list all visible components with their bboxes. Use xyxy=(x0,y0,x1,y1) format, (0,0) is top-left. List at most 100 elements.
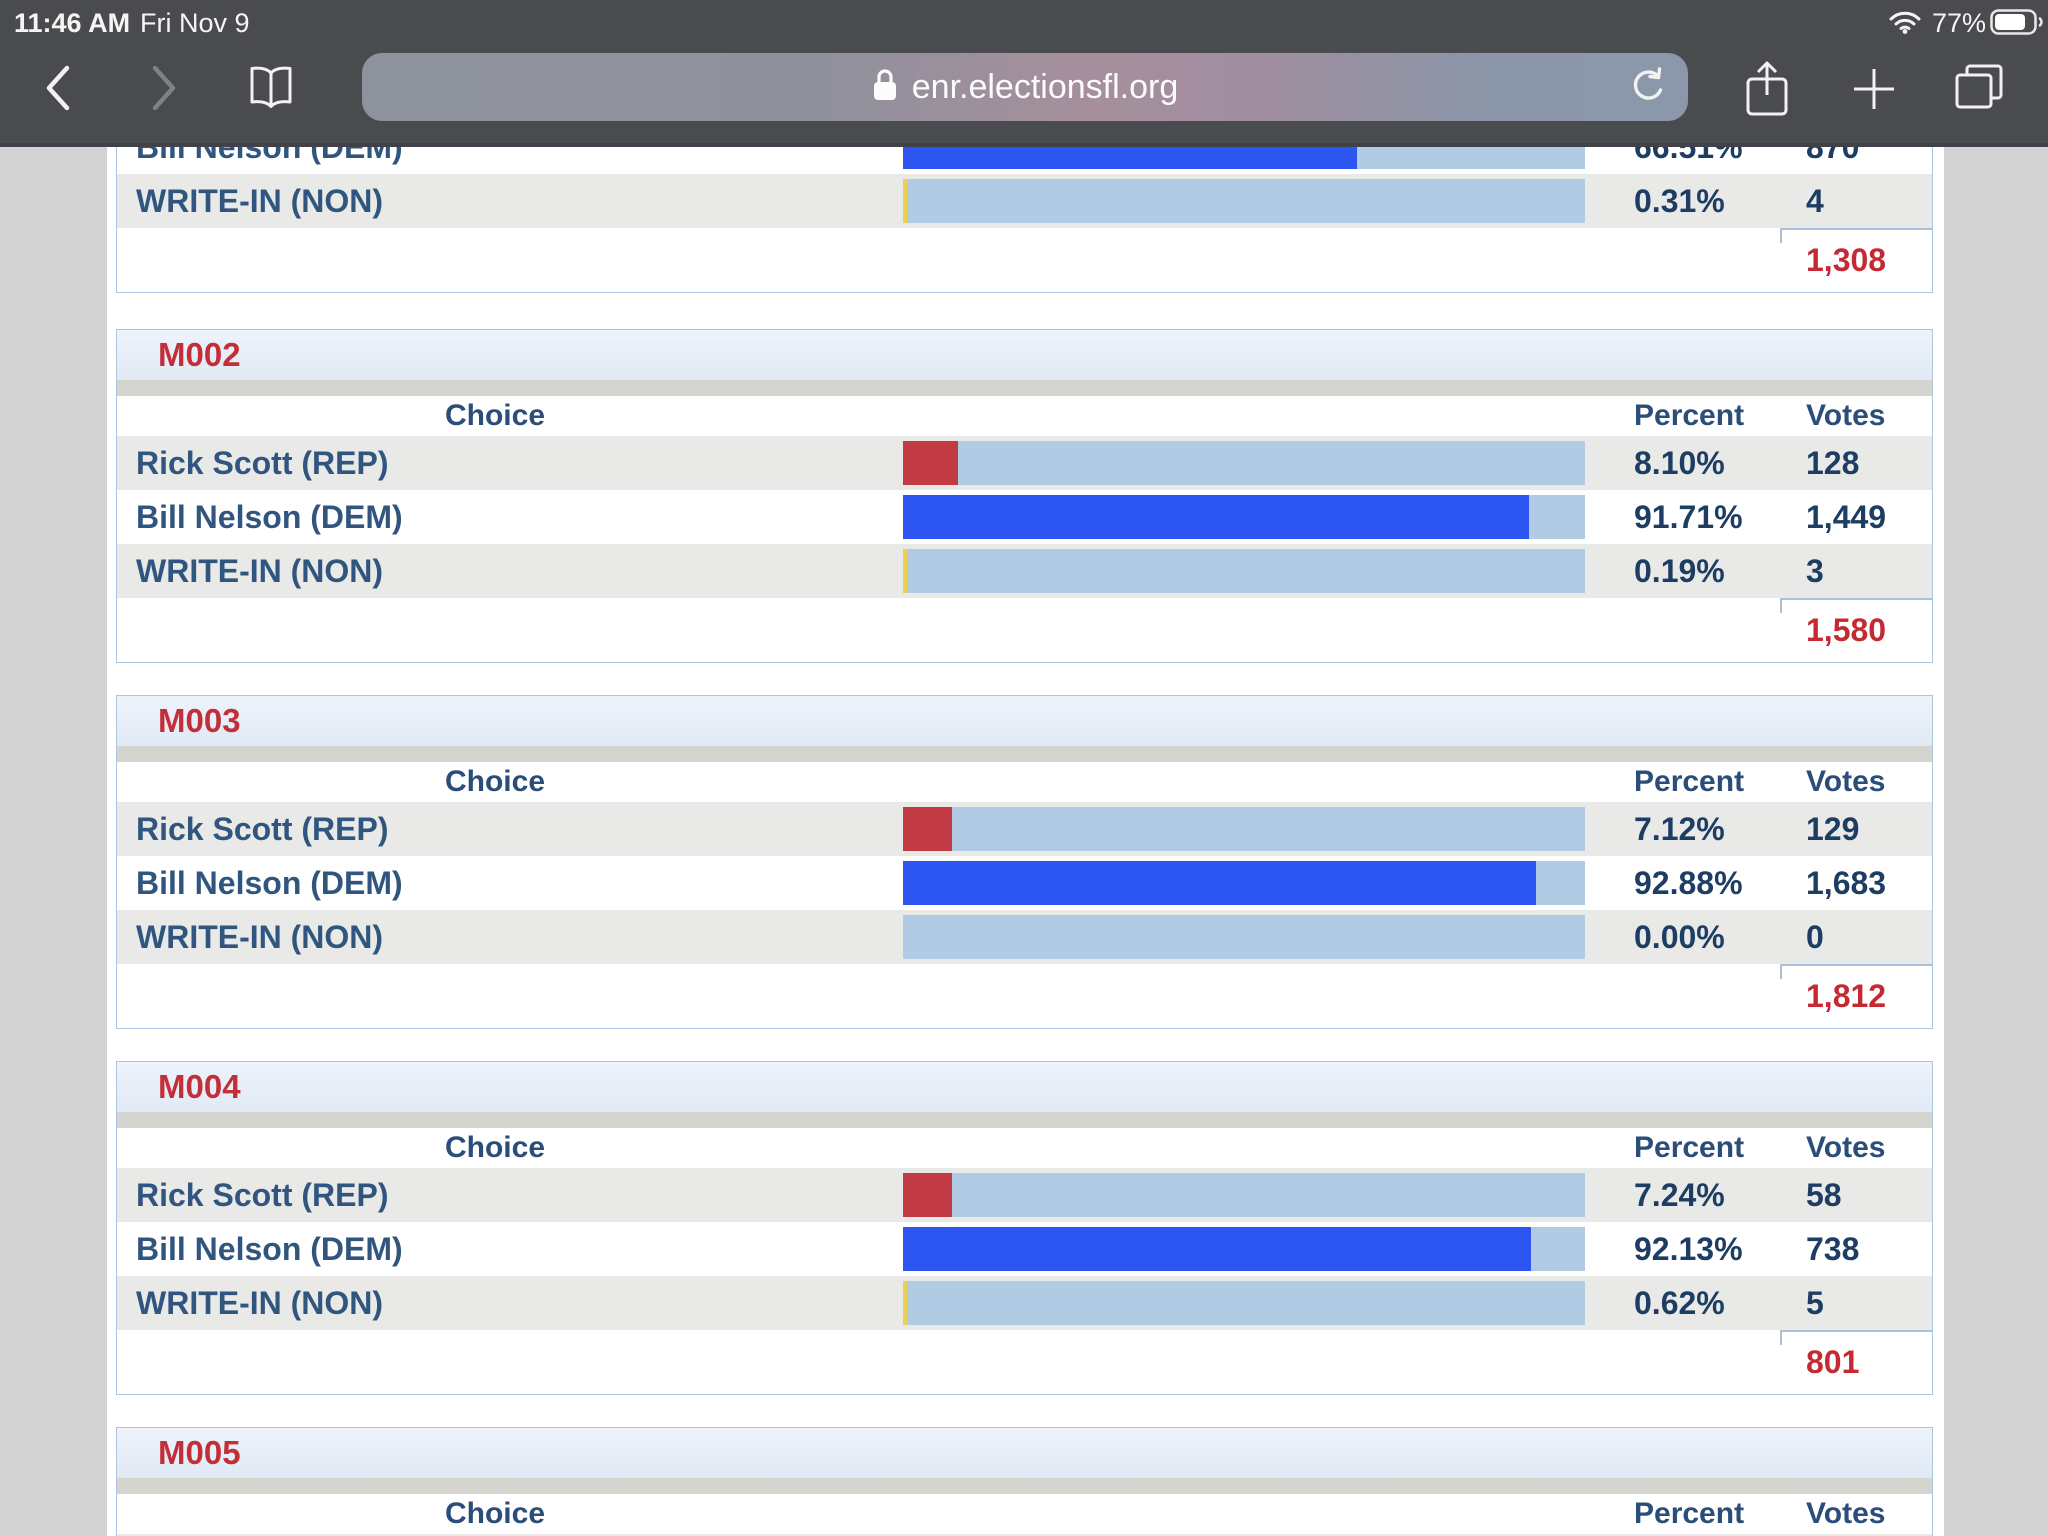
total-votes: 1,308 xyxy=(1806,242,1887,278)
column-header-choice: Choice xyxy=(444,399,546,432)
percent-value: 7.24% xyxy=(1634,1177,1725,1213)
total-row: 801 xyxy=(117,1330,1932,1394)
result-bar-rep xyxy=(903,807,952,851)
url-text: enr.electionsfl.org xyxy=(911,67,1179,106)
lock-icon xyxy=(872,68,898,107)
precinct-header: M002 xyxy=(117,330,1932,380)
percent-value: 91.71% xyxy=(1634,499,1743,535)
new-tab-icon[interactable] xyxy=(1851,66,1897,112)
column-header-percent: Percent xyxy=(1634,765,1745,798)
percent-value: 0.00% xyxy=(1634,919,1725,955)
result-bar-dem xyxy=(903,1227,1532,1271)
total-row: 1,308 xyxy=(117,228,1932,292)
page-right-margin xyxy=(1944,147,2048,1536)
back-button[interactable] xyxy=(44,64,72,112)
page-left-margin xyxy=(0,147,107,1536)
total-cell: 1,812 xyxy=(1780,964,1932,1030)
reload-button[interactable] xyxy=(1628,67,1668,107)
total-cell: 801 xyxy=(1780,1330,1932,1396)
share-icon[interactable] xyxy=(1744,60,1790,118)
total-cell: 1,580 xyxy=(1780,598,1932,664)
percent-value: 0.19% xyxy=(1634,553,1725,589)
total-cell: 1,308 xyxy=(1780,228,1932,294)
precinct-table-m005: M005 Choice Percent Votes xyxy=(116,1427,1933,1536)
total-votes: 1,812 xyxy=(1806,978,1887,1014)
votes-value: 1,683 xyxy=(1806,865,1887,901)
url-bar[interactable]: enr.electionsfl.org xyxy=(362,53,1688,121)
result-bar-track xyxy=(903,495,1585,539)
votes-value: 0 xyxy=(1806,919,1824,955)
result-row: WRITE-IN (NON) 0.31% 4 xyxy=(117,174,1932,228)
candidate-label: Rick Scott (REP) xyxy=(136,811,389,847)
total-votes: 1,580 xyxy=(1806,612,1887,648)
result-row: Rick Scott (REP) 7.24% 58 xyxy=(117,1168,1932,1222)
result-bar-track xyxy=(903,807,1585,851)
result-bar-track xyxy=(903,179,1585,223)
result-bar-track xyxy=(903,861,1585,905)
results-page: Bill Nelson (DEM) 66.51% 870 WRITE-IN (NON)… xyxy=(107,0,1944,1536)
result-bar-rep xyxy=(903,441,959,485)
candidate-label: WRITE-IN (NON) xyxy=(136,919,384,955)
precinct-name: M002 xyxy=(158,336,241,373)
result-row xyxy=(117,1534,1932,1536)
percent-value: 92.88% xyxy=(1634,865,1743,901)
status-time: 11:46 AM xyxy=(14,8,131,38)
precinct-header: M004 xyxy=(117,1062,1932,1112)
column-header-votes: Votes xyxy=(1806,1131,1886,1164)
result-bar-track xyxy=(903,549,1585,593)
result-bar-track xyxy=(903,1227,1585,1271)
tabs-icon[interactable] xyxy=(1954,64,2004,110)
candidate-label: Rick Scott (REP) xyxy=(136,445,389,481)
column-header-row: Choice Percent Votes xyxy=(117,1128,1932,1168)
column-header-row: Choice Percent Votes xyxy=(117,396,1932,436)
result-row: Bill Nelson (DEM) 92.88% 1,683 xyxy=(117,856,1932,910)
precinct-table-m004: M004 Choice Percent Votes Rick Scott (REP) 7.… xyxy=(116,1061,1933,1395)
precinct-name: M004 xyxy=(158,1068,241,1105)
candidate-label: WRITE-IN (NON) xyxy=(136,1285,384,1321)
column-header-row: Choice Percent Votes xyxy=(117,1494,1932,1534)
bookmarks-icon[interactable] xyxy=(246,66,296,110)
result-bar-track xyxy=(903,441,1585,485)
column-header-votes: Votes xyxy=(1806,1497,1886,1530)
result-row: WRITE-IN (NON) 0.00% 0 xyxy=(117,910,1932,964)
precinct-name: M005 xyxy=(158,1434,241,1471)
forward-button[interactable] xyxy=(150,64,178,112)
table-divider xyxy=(117,746,1932,762)
status-date: Fri Nov 9 xyxy=(140,8,250,38)
result-row: Rick Scott (REP) 8.10% 128 xyxy=(117,436,1932,490)
candidate-label: WRITE-IN (NON) xyxy=(136,553,384,589)
table-divider xyxy=(117,380,1932,396)
wifi-icon xyxy=(1888,10,1922,34)
total-row: 1,812 xyxy=(117,964,1932,1028)
column-header-votes: Votes xyxy=(1806,399,1886,432)
result-row: Rick Scott (REP) 7.12% 129 xyxy=(117,802,1932,856)
result-bar-rep xyxy=(903,1173,953,1217)
result-bar-track xyxy=(903,1173,1585,1217)
votes-value: 58 xyxy=(1806,1177,1842,1213)
candidate-label: Bill Nelson (DEM) xyxy=(136,865,403,901)
browser-chrome: 11:46 AM Fri Nov 9 77% xyxy=(0,0,2048,147)
result-row: Bill Nelson (DEM) 92.13% 738 xyxy=(117,1222,1932,1276)
column-header-choice: Choice xyxy=(444,765,546,798)
result-bar-non xyxy=(903,1281,907,1325)
result-row: Bill Nelson (DEM) 91.71% 1,449 xyxy=(117,490,1932,544)
precinct-name: M003 xyxy=(158,702,241,739)
votes-value: 128 xyxy=(1806,445,1860,481)
total-votes: 801 xyxy=(1806,1344,1860,1380)
percent-value: 8.10% xyxy=(1634,445,1725,481)
percent-value: 0.31% xyxy=(1634,183,1725,219)
precinct-header: M005 xyxy=(117,1428,1932,1478)
percent-value: 7.12% xyxy=(1634,811,1725,847)
precinct-header: M003 xyxy=(117,696,1932,746)
column-header-percent: Percent xyxy=(1634,1497,1745,1530)
result-row: WRITE-IN (NON) 0.62% 5 xyxy=(117,1276,1932,1330)
precinct-table-m002: M002 Choice Percent Votes Rick Scott (REP) 8.… xyxy=(116,329,1933,663)
battery-icon xyxy=(1990,9,2044,35)
column-header-row: Choice Percent Votes xyxy=(117,762,1932,802)
table-divider xyxy=(117,1478,1932,1494)
votes-value: 4 xyxy=(1806,183,1824,219)
precinct-table-m003: M003 Choice Percent Votes Rick Scott (REP) 7.… xyxy=(116,695,1933,1029)
column-header-choice: Choice xyxy=(444,1497,546,1530)
result-bar-non xyxy=(903,549,907,593)
